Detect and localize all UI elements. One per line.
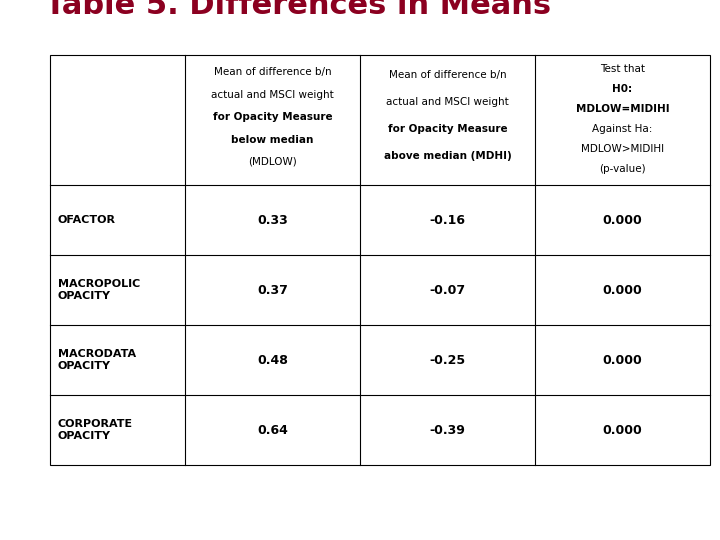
Bar <box>50 55 710 465</box>
Text: OFACTOR: OFACTOR <box>58 215 116 225</box>
Text: CORPORATE
OPACITY: CORPORATE OPACITY <box>58 419 133 441</box>
Text: (p-value): (p-value) <box>599 164 646 174</box>
Text: Mean of difference b/n: Mean of difference b/n <box>214 68 331 77</box>
Text: Mean of difference b/n: Mean of difference b/n <box>389 70 506 80</box>
Text: -0.25: -0.25 <box>429 354 466 367</box>
Text: 0.37: 0.37 <box>257 284 288 296</box>
Text: 0.33: 0.33 <box>257 213 288 226</box>
Text: -0.07: -0.07 <box>429 284 466 296</box>
Text: MACRODATA
OPACITY: MACRODATA OPACITY <box>58 349 136 371</box>
Text: Test that: Test that <box>600 64 645 74</box>
Text: (MDLOW): (MDLOW) <box>248 157 297 167</box>
Text: 0.64: 0.64 <box>257 423 288 436</box>
Text: for Opacity Measure: for Opacity Measure <box>212 112 333 122</box>
Text: -0.39: -0.39 <box>430 423 465 436</box>
Text: Table 5. Differences in Means: Table 5. Differences in Means <box>45 0 551 20</box>
Text: MDLOW>MIDIHI: MDLOW>MIDIHI <box>581 144 664 154</box>
Text: MDLOW=MIDIHI: MDLOW=MIDIHI <box>576 104 670 114</box>
Text: actual and MSCI weight: actual and MSCI weight <box>211 90 334 100</box>
Text: above median (MDHI): above median (MDHI) <box>384 151 511 161</box>
Text: 0.000: 0.000 <box>603 284 642 296</box>
Text: MACROPOLIC
OPACITY: MACROPOLIC OPACITY <box>58 279 140 301</box>
Text: -0.16: -0.16 <box>430 213 466 226</box>
Text: 0.000: 0.000 <box>603 423 642 436</box>
Text: for Opacity Measure: for Opacity Measure <box>387 124 508 134</box>
Text: 0.000: 0.000 <box>603 213 642 226</box>
Text: Against Ha:: Against Ha: <box>593 124 653 134</box>
Text: below median: below median <box>231 134 314 145</box>
Text: 0.000: 0.000 <box>603 354 642 367</box>
Text: 0.48: 0.48 <box>257 354 288 367</box>
Text: actual and MSCI weight: actual and MSCI weight <box>386 97 509 107</box>
Text: H0:: H0: <box>613 84 633 94</box>
